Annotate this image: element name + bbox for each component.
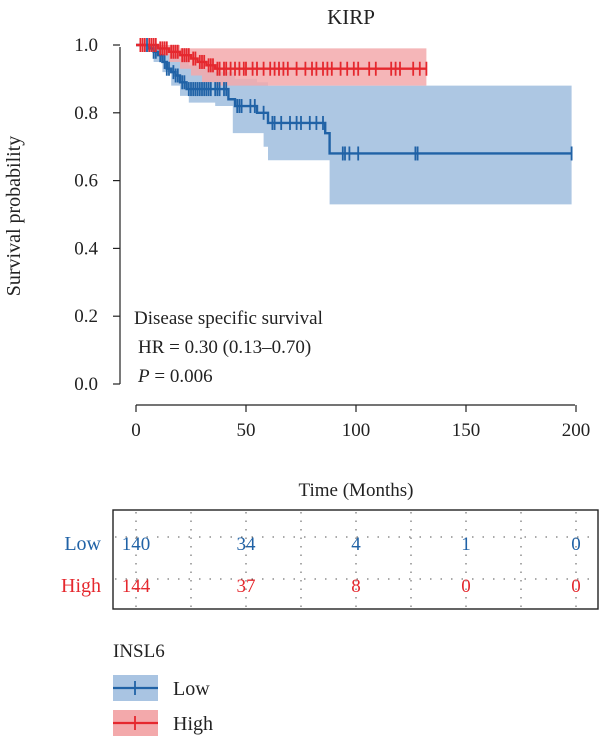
annotation-line2: HR = 0.30 (0.13–0.70)	[138, 337, 311, 358]
y-axis-label: Survival probability	[3, 136, 25, 297]
risk-value: 0	[571, 534, 581, 555]
legend-label-high: High	[173, 713, 213, 735]
risk-value: 4	[351, 534, 361, 555]
risk-table-frame	[112, 509, 599, 610]
x-tick-label: 0	[131, 420, 141, 441]
x-tick-label: 150	[452, 420, 481, 441]
p-label: P	[137, 366, 150, 387]
risk-value: 34	[237, 534, 257, 555]
chart-title: KIRP	[327, 5, 375, 29]
risk-value: 140	[122, 534, 151, 555]
risk-table-values: Low 140 34 4 1 0 High 144 37 8 0 0	[61, 533, 581, 597]
y-tick-label: 0.0	[74, 374, 98, 395]
y-tick-label: 0.8	[74, 103, 98, 124]
risk-value: 0	[461, 576, 471, 597]
legend-items: Low High	[113, 675, 213, 736]
y-ticks: 0.0 0.2 0.4 0.6 0.8 1.0	[74, 35, 120, 395]
risk-table: Low 140 34 4 1 0 High 144 37 8 0 0	[61, 509, 599, 610]
x-tick-label: 100	[342, 420, 371, 441]
x-tick-label: 50	[237, 420, 256, 441]
risk-value: 1	[461, 534, 471, 555]
risk-value: 37	[237, 576, 256, 597]
legend: INSL6 Low High	[113, 641, 213, 736]
risk-row-label: Low	[64, 533, 101, 555]
risk-value: 144	[122, 576, 151, 597]
p-value: = 0.006	[150, 366, 213, 387]
y-tick-label: 0.6	[74, 171, 98, 192]
risk-value: 8	[351, 576, 361, 597]
risk-value: 0	[571, 576, 581, 597]
censor-marks	[139, 38, 573, 161]
annotation-block: Disease specific survival HR = 0.30 (0.1…	[134, 308, 323, 387]
y-tick-label: 0.4	[74, 238, 98, 259]
y-tick-label: 1.0	[74, 35, 98, 56]
annotation-line3: P = 0.006	[137, 366, 213, 387]
risk-row-label: High	[61, 575, 101, 597]
x-axis: 0 50 100 150 200	[131, 404, 590, 441]
x-axis-label: Time (Months)	[299, 480, 414, 501]
legend-title: INSL6	[113, 641, 165, 662]
y-axis: 0.0 0.2 0.4 0.6 0.8 1.0	[74, 35, 121, 395]
legend-label-low: Low	[173, 678, 210, 700]
x-ticks: 0 50 100 150 200	[131, 405, 590, 441]
annotation-line1: Disease specific survival	[134, 308, 323, 329]
y-tick-label: 0.2	[74, 306, 98, 327]
x-tick-label: 200	[562, 420, 591, 441]
